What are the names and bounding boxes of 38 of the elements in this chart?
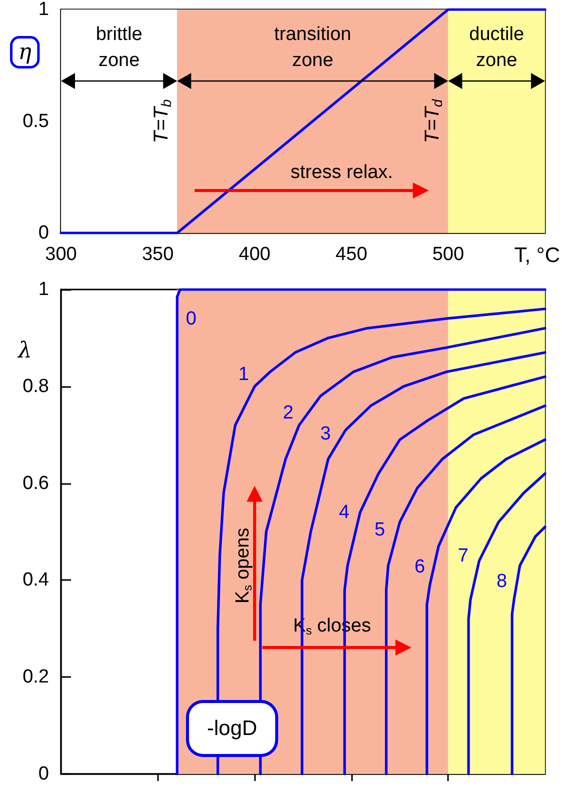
x-tick-label: 300: [45, 244, 77, 265]
series-label: 3: [320, 424, 331, 445]
y-axis-title: λ: [17, 338, 32, 364]
y-tick-label: 0: [38, 222, 49, 244]
y-axis-title: η: [18, 40, 32, 65]
annotation: stress relax.: [290, 162, 393, 184]
y-tick-label: 0.4: [22, 570, 50, 591]
series-label: 4: [338, 502, 350, 523]
y-tick-label: 1: [38, 0, 49, 20]
ref-line-label: T=Td: [422, 98, 446, 144]
y-tick-label: 0.5: [22, 110, 49, 132]
x-tick-label: 400: [238, 244, 270, 265]
y-tick-label: 0.8: [22, 376, 49, 397]
y-tick-label: 0.6: [22, 472, 49, 494]
series-label: 6: [414, 556, 426, 578]
series-label: 5: [374, 520, 386, 541]
band-label: brittle zone: [96, 24, 142, 71]
x-tick-label: 500: [432, 244, 464, 265]
ref-line-label: T=Tb: [150, 99, 174, 144]
series-label: 0: [186, 308, 196, 330]
line-series: [426, 438, 546, 776]
band-label: ductile zone: [469, 24, 524, 71]
annotation: Ks opens: [232, 528, 254, 604]
line-series: [467, 472, 546, 776]
y-tick-label: 1: [38, 279, 49, 300]
line-series: [510, 526, 546, 776]
x-tick-label: 350: [142, 244, 174, 265]
y-tick-label: 0: [38, 764, 49, 784]
x-axis-title: T, °C: [514, 244, 560, 267]
series-label: 7: [458, 545, 468, 566]
line-series: [384, 404, 546, 776]
band-label: transition zone: [274, 24, 352, 71]
series-label: 1: [238, 364, 249, 385]
legend-title: -logD: [207, 717, 258, 740]
series-label: 2: [282, 402, 294, 424]
series-label: 8: [496, 571, 508, 592]
x-tick-label: 450: [336, 244, 368, 265]
y-tick-label: 0.2: [22, 666, 49, 688]
